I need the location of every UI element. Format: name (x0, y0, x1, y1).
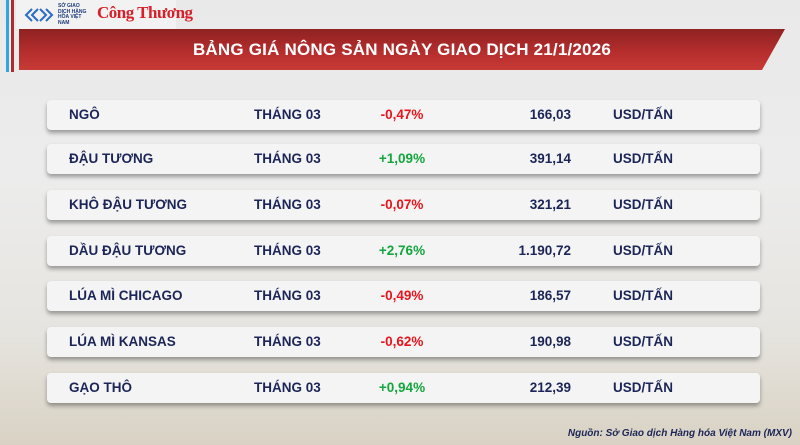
price-change: +2,76% (378, 243, 426, 258)
unit: USD/TẤN (613, 243, 673, 258)
contract-month: THÁNG 03 (254, 288, 321, 303)
price: 391,14 (529, 151, 571, 166)
price-change: +0,94% (378, 380, 426, 395)
congthuong-logo: Công Thương (97, 3, 193, 22)
commodity-name: GẠO THÔ (69, 380, 132, 395)
unit: USD/TẤN (613, 107, 673, 122)
commodity-name: NGÔ (69, 107, 100, 122)
commodity-name: LÚA MÌ KANSAS (69, 334, 176, 349)
mxv-logo: SỞ GIAO DỊCH HÀNG HÓA VIỆT NAM (24, 3, 92, 26)
accent-line-red (11, 0, 14, 72)
mxv-logo-icon (24, 8, 54, 22)
table-row: NGÔ THÁNG 03 -0,47% 166,03 USD/TẤN (47, 100, 760, 130)
price: 166,03 (529, 107, 571, 122)
commodity-name: ĐẬU TƯƠNG (69, 151, 154, 166)
contract-month: THÁNG 03 (254, 243, 321, 258)
commodity-name: KHÔ ĐẬU TƯƠNG (69, 197, 187, 212)
commodity-name: DẦU ĐẬU TƯƠNG (69, 243, 187, 258)
contract-month: THÁNG 03 (254, 151, 321, 166)
price-change: -0,62% (380, 334, 424, 349)
price-change: -0,07% (380, 197, 424, 212)
unit: USD/TẤN (613, 288, 673, 303)
title-bar: BẢNG GIÁ NÔNG SẢN NGÀY GIAO DỊCH 21/1/20… (19, 29, 785, 70)
page-title: BẢNG GIÁ NÔNG SẢN NGÀY GIAO DỊCH 21/1/20… (192, 39, 612, 59)
mxv-logo-text: SỞ GIAO DỊCH HÀNG HÓA VIỆT NAM (58, 3, 87, 26)
unit: USD/TẤN (613, 334, 673, 349)
table-row: KHÔ ĐẬU TƯƠNG THÁNG 03 -0,07% 321,21 USD… (47, 190, 760, 220)
logo-area (16, 0, 176, 29)
accent-line-blue (6, 0, 9, 72)
price-change: +1,09% (378, 151, 426, 166)
price-change: -0,49% (380, 288, 424, 303)
price: 321,21 (529, 197, 571, 212)
contract-month: THÁNG 03 (254, 107, 321, 122)
contract-month: THÁNG 03 (254, 380, 321, 395)
unit: USD/TẤN (613, 151, 673, 166)
commodity-name: LÚA MÌ CHICAGO (69, 288, 183, 303)
source-note: Nguồn: Sở Giao dịch Hàng hóa Việt Nam (M… (567, 428, 792, 439)
table-row: GẠO THÔ THÁNG 03 +0,94% 212,39 USD/TẤN (47, 373, 760, 403)
price-change: -0,47% (380, 107, 424, 122)
price: 190,98 (529, 334, 571, 349)
table-row: LÚA MÌ KANSAS THÁNG 03 -0,62% 190,98 USD… (47, 327, 760, 357)
price: 186,57 (529, 288, 571, 303)
table-row: LÚA MÌ CHICAGO THÁNG 03 -0,49% 186,57 US… (47, 281, 760, 311)
table-row: DẦU ĐẬU TƯƠNG THÁNG 03 +2,76% 1.190,72 U… (47, 236, 760, 266)
unit: USD/TẤN (613, 197, 673, 212)
contract-month: THÁNG 03 (254, 334, 321, 349)
table-row: ĐẬU TƯƠNG THÁNG 03 +1,09% 391,14 USD/TẤN (47, 144, 760, 174)
price: 212,39 (529, 380, 571, 395)
price: 1.190,72 (518, 243, 571, 258)
contract-month: THÁNG 03 (254, 197, 321, 212)
unit: USD/TẤN (613, 380, 673, 395)
